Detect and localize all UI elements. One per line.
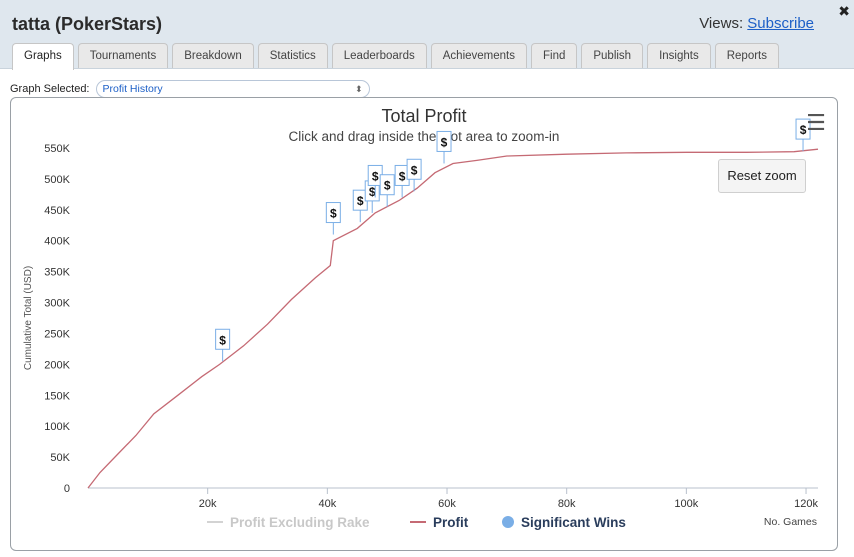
reset-zoom-button[interactable]: Reset zoom — [718, 159, 806, 193]
y-tick-label: 50K — [50, 452, 70, 464]
title-bar: tatta (PokerStars) Views: Subscribe ✖ Gr… — [0, 0, 854, 70]
significant-win-flag — [795, 118, 811, 140]
y-axis-label: Cumulative Total (USD) — [23, 266, 34, 370]
profit-series-line — [87, 148, 819, 489]
legend-swatch-dot — [502, 516, 514, 528]
significant-win-flag — [406, 158, 422, 180]
dollar-icon: $ — [369, 185, 376, 199]
views-area: Views: Subscribe — [699, 15, 814, 32]
subscribe-link[interactable]: Subscribe — [747, 15, 814, 32]
y-tick-label: 100K — [44, 421, 70, 433]
y-tick-label: 550K — [44, 143, 70, 155]
graph-selector-row: Graph Selected: Profit History ⬍ — [10, 80, 370, 98]
chart-subtitle: Click and drag inside the plot area to z… — [289, 129, 560, 144]
chart-title: Total Profit — [381, 106, 466, 126]
dollar-icon: $ — [441, 135, 448, 149]
tab-insights[interactable]: Insights — [647, 43, 711, 68]
y-tick-label: 200K — [44, 359, 70, 371]
x-tick-label: 20k — [199, 498, 217, 510]
y-tick-label: 450K — [44, 205, 70, 217]
chart-frame — [10, 97, 838, 551]
tab-graphs[interactable]: Graphs — [12, 43, 74, 70]
y-tick-label: 300K — [44, 298, 70, 310]
y-tick-label: 150K — [44, 390, 70, 402]
legend-label: Profit — [433, 515, 469, 530]
legend-label: Significant Wins — [521, 515, 626, 530]
dollar-icon: $ — [384, 179, 391, 193]
significant-win-flag — [215, 328, 231, 350]
views-label: Views: — [699, 15, 744, 32]
y-tick-label: 350K — [44, 267, 70, 279]
dollar-icon: $ — [219, 333, 226, 347]
y-tick-label: 400K — [44, 236, 70, 248]
tab-statistics[interactable]: Statistics — [257, 43, 328, 68]
close-icon[interactable]: ✖ — [838, 3, 850, 19]
dollar-icon: $ — [357, 194, 364, 208]
tab-breakdown[interactable]: Breakdown — [172, 43, 254, 68]
tab-reports[interactable]: Reports — [714, 43, 779, 68]
tab-find[interactable]: Find — [530, 43, 578, 68]
dollar-icon: $ — [411, 163, 418, 177]
dollar-icon: $ — [372, 169, 379, 183]
x-tick-label: 120k — [794, 498, 818, 510]
dollar-icon: $ — [330, 207, 337, 221]
tab-bar: Graphs Tournaments Breakdown Statistics … — [12, 43, 779, 70]
significant-win-flag — [325, 202, 341, 224]
y-tick-label: 0 — [64, 483, 70, 495]
x-axis-label: No. Games — [764, 516, 817, 528]
x-tick-label: 60k — [438, 498, 456, 510]
dollar-icon: $ — [800, 123, 807, 137]
graph-selected-label: Graph Selected: — [10, 83, 90, 95]
significant-win-flag — [436, 130, 452, 152]
window-title: tatta (PokerStars) — [12, 14, 163, 34]
x-tick-label: 80k — [558, 498, 576, 510]
y-tick-label: 250K — [44, 328, 70, 340]
graph-select-value: Profit History — [102, 83, 163, 95]
x-tick-label: 100k — [674, 498, 698, 510]
menu-icon[interactable]: ☰ — [806, 111, 826, 136]
select-chevron-icon: ⬍ — [354, 84, 363, 94]
x-tick-label: 40k — [318, 498, 336, 510]
tab-achievements[interactable]: Achievements — [430, 43, 527, 68]
tab-publish[interactable]: Publish — [581, 43, 644, 68]
legend-label: Profit Excluding Rake — [230, 515, 370, 530]
significant-win-flag — [379, 174, 395, 196]
tab-leaderboards[interactable]: Leaderboards — [331, 43, 427, 68]
dollar-icon: $ — [399, 169, 406, 183]
y-tick-label: 500K — [44, 174, 70, 186]
tab-tournaments[interactable]: Tournaments — [77, 43, 169, 68]
